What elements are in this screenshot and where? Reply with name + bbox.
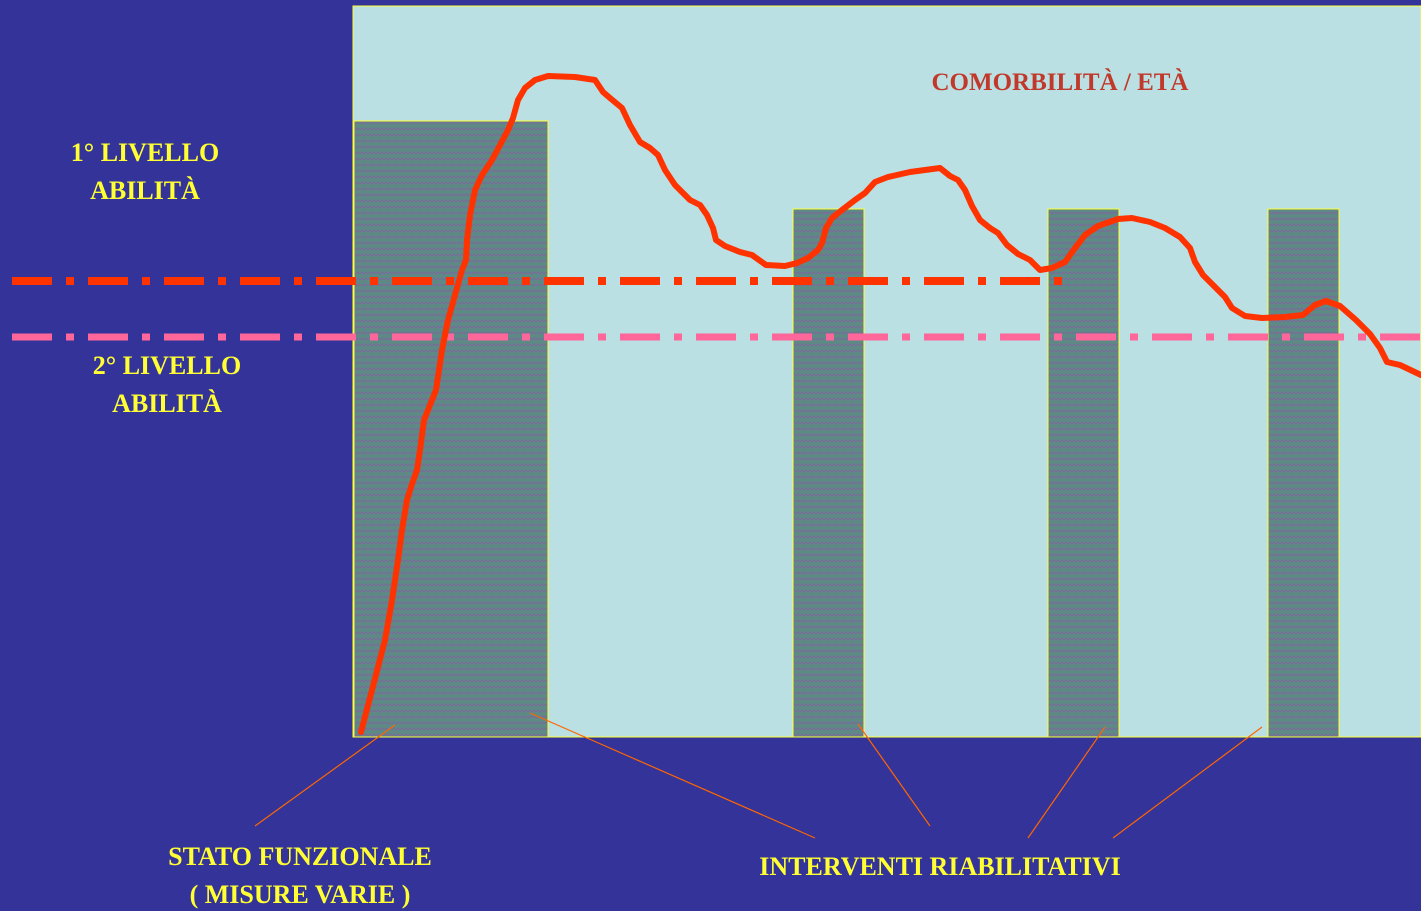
connector-intervention-2 bbox=[1027, 726, 1106, 839]
intervention-bar-3 bbox=[1267, 208, 1340, 738]
level-2-label-line1: 2° LIVELLO bbox=[92, 351, 242, 380]
connector-functional-status bbox=[254, 724, 396, 827]
intervention-bar-1 bbox=[792, 208, 865, 738]
connector-intervention-3 bbox=[1112, 726, 1263, 839]
functional-status-label-line1: STATO FUNZIONALE bbox=[168, 842, 432, 871]
functional-status-curve bbox=[358, 73, 1421, 735]
functional-status-label: STATO FUNZIONALE ( MISURE VARIE ) bbox=[115, 838, 485, 911]
level-1-label-line1: 1° LIVELLO bbox=[70, 138, 220, 167]
connector-intervention-0 bbox=[529, 712, 816, 839]
connector-intervention-1 bbox=[857, 723, 931, 827]
interventions-label: INTERVENTI RIABILITATIVI bbox=[759, 852, 1121, 881]
level-2-label: 2° LIVELLO ABILITÀ bbox=[52, 347, 282, 423]
level-2-label-line2: ABILITÀ bbox=[112, 389, 222, 418]
level-1-label-line2: ABILITÀ bbox=[90, 176, 200, 205]
comorbidity-age-title: COMORBILITÀ / ETÀ bbox=[931, 69, 1189, 96]
functional-status-label-line2: ( MISURE VARIE ) bbox=[189, 880, 411, 909]
level-1-label: 1° LIVELLO ABILITÀ bbox=[30, 134, 260, 210]
intervention-bar-2 bbox=[1047, 208, 1120, 738]
